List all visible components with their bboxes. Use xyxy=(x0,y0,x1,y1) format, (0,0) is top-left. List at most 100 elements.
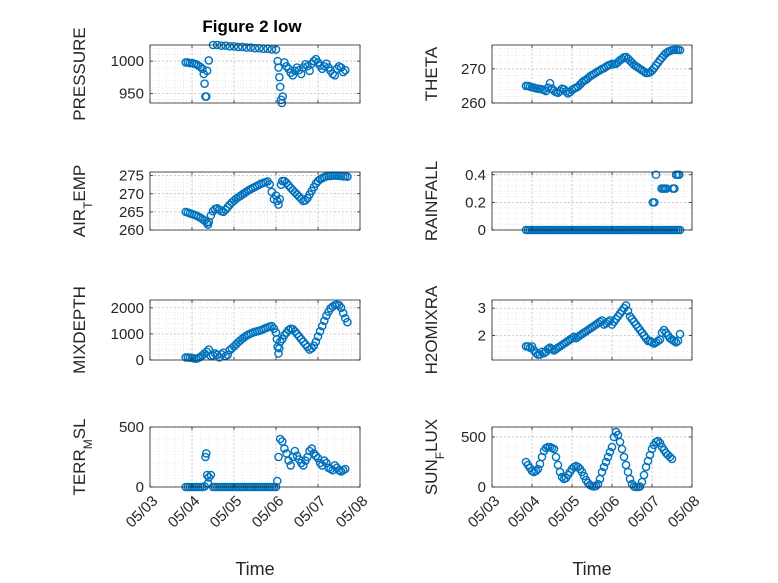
y-axis-label: H2OMIXRA xyxy=(422,285,441,374)
data-point xyxy=(201,449,211,458)
data-point xyxy=(667,454,677,464)
data-point xyxy=(298,337,308,347)
data-series xyxy=(521,45,685,98)
x-tick-label: 05/08 xyxy=(333,493,372,532)
axes-frame xyxy=(149,44,361,104)
x-axis-label: Time xyxy=(235,559,274,579)
y-tick-label: 2000 xyxy=(111,300,144,317)
axes-frame xyxy=(149,426,361,488)
data-point xyxy=(311,337,321,347)
y-tick-label: 270 xyxy=(461,61,486,78)
minor-grid xyxy=(149,171,361,231)
subplot-8: 0 500 05/03 05/04 05/05 05/06 05/07 05/08 SUNFLU… xyxy=(422,419,703,579)
data-point xyxy=(278,92,288,101)
data-point xyxy=(605,447,615,457)
y-axis-label: SUNFLUX xyxy=(422,419,447,495)
data-point xyxy=(275,337,285,347)
data-point xyxy=(653,336,663,346)
y-tick-label: 0 xyxy=(136,352,144,369)
data-point xyxy=(315,458,325,468)
data-point xyxy=(591,481,601,491)
data-point xyxy=(639,67,649,76)
data-point xyxy=(647,337,657,347)
data-point xyxy=(547,344,557,354)
data-point xyxy=(221,205,230,214)
data-point xyxy=(223,350,232,360)
y-tick-label: 2 xyxy=(478,327,486,344)
data-point xyxy=(223,202,232,212)
data-point xyxy=(214,205,224,214)
y-tick-label: 3 xyxy=(478,300,486,317)
data-point xyxy=(621,301,631,310)
data-point xyxy=(601,457,611,467)
data-point xyxy=(242,187,251,196)
data-point xyxy=(670,184,679,193)
data-point xyxy=(603,452,613,462)
data-point xyxy=(272,476,282,486)
data-point xyxy=(336,63,346,72)
data-point xyxy=(294,332,304,341)
data-point xyxy=(280,444,289,453)
x-tick-label: 05/03 xyxy=(123,493,162,532)
axes-frame xyxy=(491,44,693,104)
data-point xyxy=(551,452,561,462)
subplot-5: 0 1000 2000 MIXDEPTH xyxy=(70,286,361,374)
data-point xyxy=(322,458,331,468)
data-point xyxy=(647,444,657,454)
data-point xyxy=(309,449,319,458)
x-tick-label: 05/05 xyxy=(545,493,584,532)
data-point xyxy=(288,324,298,334)
y-tick-label: 950 xyxy=(119,85,144,102)
axes-frame xyxy=(491,299,693,361)
data-point xyxy=(531,466,541,476)
y-axis-label: MIXDEPTH xyxy=(70,286,89,374)
data-point xyxy=(204,473,214,482)
data-point xyxy=(204,56,214,65)
y-tick-label: 500 xyxy=(119,419,144,436)
data-point xyxy=(229,41,239,51)
data-series xyxy=(181,171,352,229)
data-point xyxy=(217,349,226,359)
data-point xyxy=(292,63,302,72)
data-point xyxy=(619,452,629,462)
y-tick-label: 0 xyxy=(478,479,486,496)
data-point xyxy=(290,327,300,336)
data-point xyxy=(217,41,226,50)
data-point xyxy=(579,471,589,481)
y-tick-label: 265 xyxy=(119,204,144,221)
data-point xyxy=(286,68,296,78)
subplot-7: 0 500 05/03 05/04 05/05 05/06 05/07 05/08 TERRMS… xyxy=(70,418,371,579)
data-point xyxy=(274,452,283,462)
data-point xyxy=(296,194,306,204)
x-tick-label: 05/05 xyxy=(207,493,246,532)
data-point xyxy=(607,442,617,452)
data-point xyxy=(635,482,645,491)
data-series xyxy=(181,300,352,363)
data-point xyxy=(609,432,619,442)
data-point xyxy=(201,452,210,462)
data-point xyxy=(577,467,587,477)
data-point xyxy=(303,342,312,352)
data-point xyxy=(655,438,665,448)
data-point xyxy=(533,464,543,474)
data-point xyxy=(543,344,553,354)
data-point xyxy=(555,86,565,96)
y-axis-label: PRESSURE xyxy=(70,27,89,121)
data-series xyxy=(521,301,685,359)
data-point xyxy=(265,180,275,189)
y-tick-label: 1000 xyxy=(111,326,144,343)
y-axis-label: AIRTEMP xyxy=(70,165,95,238)
data-point xyxy=(303,61,312,71)
data-point xyxy=(561,87,571,96)
axes-frame xyxy=(491,171,693,231)
data-point xyxy=(301,60,310,69)
data-point xyxy=(597,467,607,477)
data-point xyxy=(290,446,300,456)
data-point xyxy=(280,330,289,340)
data-point xyxy=(267,321,277,331)
data-point xyxy=(555,467,565,477)
data-point xyxy=(242,43,251,52)
data-point xyxy=(669,336,679,346)
x-tick-label: 05/07 xyxy=(291,493,330,532)
data-point xyxy=(307,343,317,353)
